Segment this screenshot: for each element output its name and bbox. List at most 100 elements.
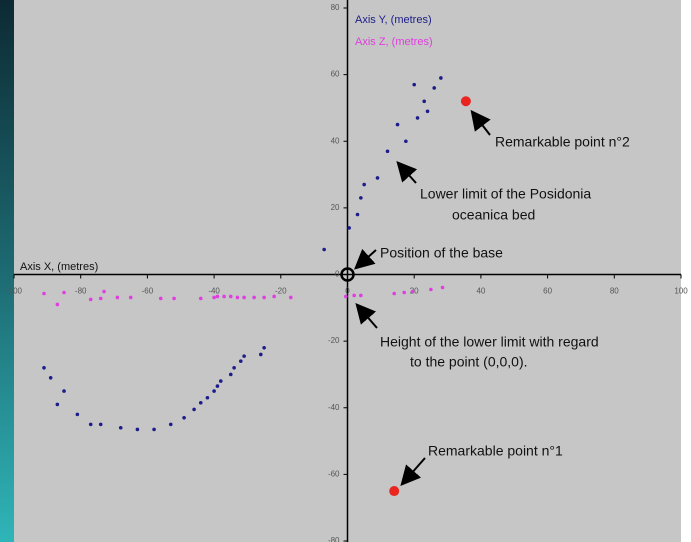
data-point <box>136 428 140 432</box>
y-tick-label: 0 <box>335 270 340 279</box>
data-point <box>216 384 220 388</box>
x-tick-label: -60 <box>142 287 154 296</box>
data-point <box>182 416 186 420</box>
data-point <box>222 295 226 299</box>
data-point <box>42 292 46 296</box>
data-point <box>232 366 236 370</box>
data-point <box>376 176 380 180</box>
data-point <box>119 426 123 430</box>
remarkable-point <box>389 486 399 496</box>
data-point <box>229 373 233 377</box>
x-tick-label: 60 <box>543 287 552 296</box>
data-point <box>262 296 266 300</box>
data-point <box>102 290 106 294</box>
data-point <box>152 428 156 432</box>
data-point <box>359 294 363 298</box>
annotation: oceanica bed <box>452 207 535 223</box>
x-tick-label: -100 <box>6 287 23 296</box>
data-point <box>422 99 426 103</box>
data-point <box>212 389 216 393</box>
y-tick-label: 80 <box>331 3 340 12</box>
data-point <box>56 403 60 407</box>
y-tick-label: -80 <box>328 536 340 542</box>
data-point <box>392 292 396 296</box>
data-point <box>99 423 103 427</box>
y-tick-label: 20 <box>331 203 340 212</box>
data-point <box>272 295 276 299</box>
data-point <box>386 149 390 153</box>
data-point <box>347 226 351 230</box>
annotation: Remarkable point n°1 <box>428 443 563 459</box>
chart: -100-80-60-40-20020406080100-80-60-40-20… <box>0 0 691 542</box>
data-point <box>322 248 326 252</box>
data-point <box>206 396 210 400</box>
data-point <box>396 123 400 127</box>
data-point <box>199 297 203 301</box>
data-point <box>192 408 196 412</box>
data-point <box>416 116 420 120</box>
data-point <box>412 83 416 87</box>
page: {"chart_data": { "type": "scatter", "x_l… <box>0 0 691 542</box>
data-point <box>76 413 80 417</box>
data-point <box>252 296 256 300</box>
data-point <box>289 296 293 300</box>
data-point <box>212 296 216 300</box>
data-point <box>236 296 240 300</box>
data-point <box>62 291 66 295</box>
data-point <box>219 379 223 383</box>
x-tick-label: 100 <box>674 287 688 296</box>
x-tick-label: 0 <box>345 287 350 296</box>
data-point <box>89 423 93 427</box>
annotation: Position of the base <box>380 245 503 261</box>
annotation: to the point (0,0,0). <box>410 354 528 370</box>
annotation: Remarkable point n°2 <box>495 134 630 150</box>
data-point <box>426 109 430 113</box>
data-point <box>229 295 233 299</box>
data-point <box>242 296 246 300</box>
data-point <box>169 423 173 427</box>
data-point <box>439 76 443 80</box>
data-point <box>441 286 445 290</box>
data-point <box>429 288 433 292</box>
side-strip <box>0 0 14 542</box>
data-point <box>404 139 408 143</box>
data-point <box>239 359 243 363</box>
data-point <box>432 86 436 90</box>
x-tick-label: 40 <box>476 287 485 296</box>
y-tick-label: -20 <box>328 336 340 345</box>
data-point <box>259 353 263 357</box>
y-tick-label: -40 <box>328 403 340 412</box>
data-point <box>242 354 246 358</box>
data-point <box>216 295 220 299</box>
x-tick-label: 80 <box>610 287 619 296</box>
data-point <box>99 297 103 301</box>
data-point <box>402 291 406 295</box>
data-point <box>344 295 348 299</box>
data-point <box>362 183 366 187</box>
legend-label: Axis Y, (metres) <box>355 14 432 26</box>
x-tick-label: -20 <box>275 287 287 296</box>
data-point <box>42 366 46 370</box>
data-point <box>411 290 415 294</box>
data-point <box>352 294 356 298</box>
remarkable-point <box>461 96 471 106</box>
data-point <box>62 389 66 393</box>
legend-label: Axis Z, (metres) <box>355 36 433 48</box>
data-point <box>116 296 120 300</box>
data-point <box>199 401 203 405</box>
annotation: Height of the lower limit with regard <box>380 334 599 350</box>
y-tick-label: 40 <box>331 136 340 145</box>
y-tick-label: -60 <box>328 469 340 478</box>
data-point <box>89 298 93 302</box>
x-axis-label: Axis X, (metres) <box>20 261 98 273</box>
data-point <box>159 297 163 301</box>
y-tick-label: 60 <box>331 70 340 79</box>
x-tick-label: -80 <box>75 287 87 296</box>
data-point <box>49 376 53 380</box>
data-point <box>129 296 133 300</box>
data-point <box>172 297 176 301</box>
data-point <box>56 303 60 307</box>
data-point <box>359 196 363 200</box>
data-point <box>356 213 360 217</box>
annotation: Lower limit of the Posidonia <box>420 186 591 202</box>
